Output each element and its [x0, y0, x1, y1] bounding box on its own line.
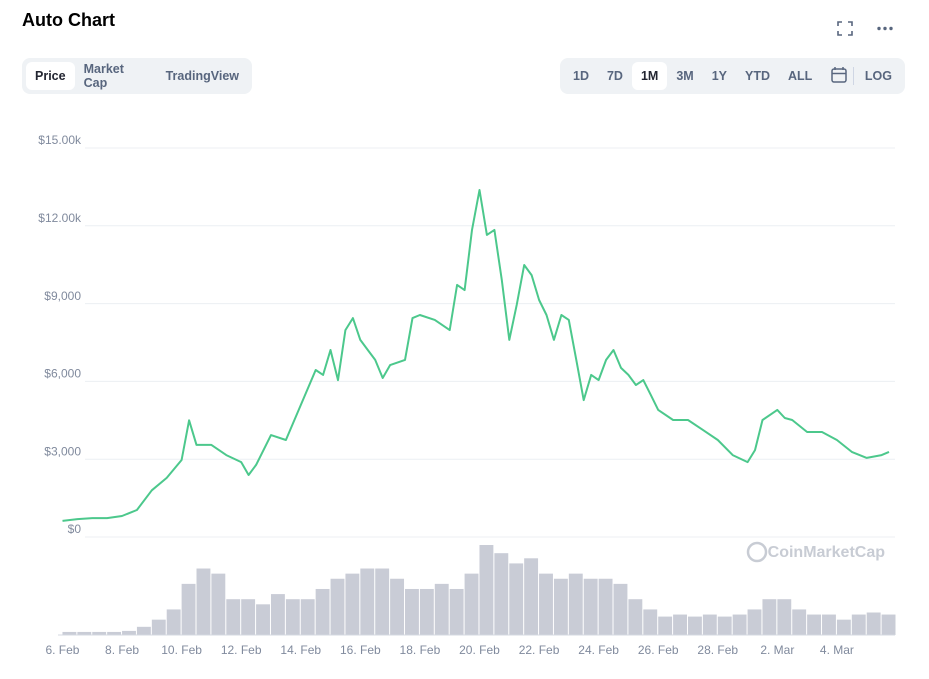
volume-bar [509, 563, 524, 635]
volume-bar [464, 573, 479, 635]
y-tick-label: $15.00k [38, 133, 82, 147]
volume-bar [673, 614, 687, 635]
range-button[interactable]: 1Y [711, 69, 728, 83]
volume-bar [524, 558, 539, 635]
volume-bar [390, 578, 405, 635]
volume-bar [494, 553, 509, 635]
range-button[interactable]: 1M [631, 62, 668, 90]
y-tick-label: $0 [68, 522, 82, 536]
watermark: CoinMarketCap [768, 544, 886, 561]
volume-bar [300, 599, 315, 635]
volume-bar [196, 568, 211, 635]
volume-bar [211, 573, 226, 635]
y-tick-label: $6,000 [44, 367, 81, 381]
x-tick-label: 6. Feb [45, 643, 79, 657]
volume-bar [241, 599, 256, 635]
tab[interactable]: Market Cap [83, 62, 124, 90]
x-tick-label: 12. Feb [221, 643, 262, 657]
x-tick-label: 20. Feb [459, 643, 500, 657]
volume-bar [77, 631, 92, 635]
tab[interactable]: Price [26, 62, 75, 90]
volume-bar [822, 614, 836, 635]
range-group: 1D 7D 1M 3M 1Y YTD ALL LOG [560, 58, 905, 94]
volume-bar [583, 578, 598, 635]
y-tick-label: $12.00k [38, 211, 82, 225]
volume-bar [479, 545, 494, 635]
volume-bar [598, 578, 613, 635]
volume-bar [166, 609, 181, 635]
volume-bar [762, 599, 777, 635]
x-tick-label: 14. Feb [280, 643, 321, 657]
x-tick-label: 28. Feb [697, 643, 738, 657]
x-tick-label: 22. Feb [519, 643, 560, 657]
tab[interactable]: TradingView [165, 69, 239, 83]
volume-bar [613, 583, 628, 635]
volume-bar [285, 599, 300, 635]
volume-bar [658, 616, 673, 635]
volume-bar [136, 626, 151, 635]
volume-bar [256, 604, 270, 635]
log-button[interactable]: LOG [864, 69, 892, 83]
volume-bar [539, 573, 553, 635]
range-button[interactable]: 7D [606, 69, 623, 83]
range-button[interactable]: ALL [788, 69, 813, 83]
volume-bar [405, 588, 419, 635]
volume-bar [747, 609, 762, 635]
volume-bar [702, 614, 717, 635]
y-tick-label: $9,000 [44, 289, 81, 303]
volume-bar [360, 568, 375, 635]
x-tick-label: 18. Feb [400, 643, 441, 657]
volume-bar [732, 614, 747, 635]
volume-bar [449, 588, 464, 635]
volume-bar [807, 614, 822, 635]
tab-group: Price Market Cap TradingView [22, 58, 252, 94]
volume-bar [643, 609, 658, 635]
volume-bar [330, 578, 345, 635]
volume-bar [434, 583, 449, 635]
volume-bar [181, 583, 196, 635]
watermark-logo [746, 541, 768, 563]
volume-bar [122, 630, 136, 635]
x-tick-label: 26. Feb [638, 643, 679, 657]
volume-bar [226, 599, 241, 635]
volume-bar [851, 614, 866, 635]
volume-bar [687, 616, 702, 635]
volume-bar [866, 612, 881, 635]
price-line [62, 189, 890, 522]
title: Auto Chart [22, 10, 115, 30]
volume-bar [345, 573, 360, 635]
x-tick-label: 24. Feb [578, 643, 619, 657]
calendar-icon[interactable] [821, 66, 851, 86]
volume-bar [777, 599, 792, 635]
x-tick-label: 16. Feb [340, 643, 381, 657]
separator [853, 67, 854, 85]
volume-bar [881, 614, 896, 635]
x-tick-label: 10. Feb [161, 643, 202, 657]
volume-bar [836, 619, 851, 635]
x-tick-label: 4. Mar [820, 643, 854, 657]
volume-bar [151, 619, 166, 635]
volume-bar [568, 573, 583, 635]
volume-bar [315, 588, 330, 635]
range-button[interactable]: 3M [676, 69, 694, 83]
volume-bar [375, 568, 390, 635]
volume-bar [717, 616, 732, 635]
volume-bar [270, 594, 285, 635]
volume-bar [107, 631, 122, 635]
range-button[interactable]: 1D [573, 69, 589, 83]
y-tick-label: $3,000 [44, 444, 81, 458]
volume-bar [792, 609, 807, 635]
volume-bar [628, 599, 643, 635]
range-button[interactable]: YTD [745, 69, 771, 83]
volume-bar [419, 588, 434, 635]
volume-bar [92, 631, 107, 635]
x-tick-label: 2. Mar [760, 643, 794, 657]
volume-bar [553, 578, 568, 635]
x-tick-label: 8. Feb [105, 643, 139, 657]
volume-bar [62, 631, 77, 635]
